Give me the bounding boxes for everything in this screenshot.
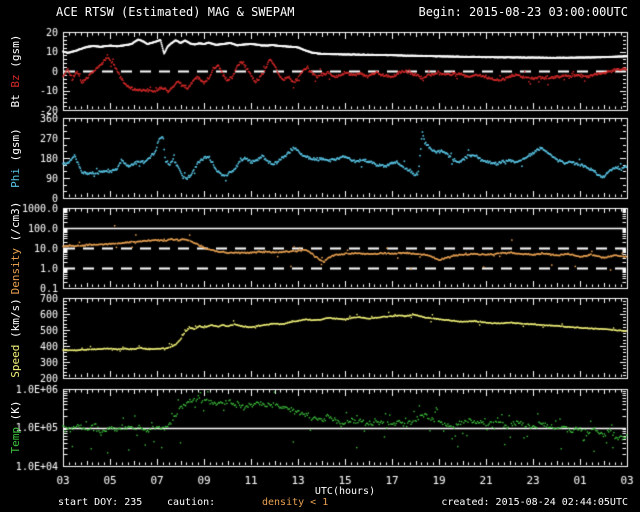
mag-unit-label: (gsm)	[9, 34, 22, 75]
x-axis-label: UTC(hours)	[314, 486, 376, 497]
density-warning-text: density < 1	[262, 497, 329, 508]
page-title: ACE RTSW (Estimated) MAG & SWEPAM	[56, 5, 295, 19]
temp-unit-label: (K)	[9, 400, 22, 427]
start-doy-text: start DOY: 235	[58, 497, 143, 508]
density-unit-label: (/cm3)	[9, 201, 22, 248]
caution-text: caution:	[167, 497, 216, 508]
y-axis-label-temp: Temp (K)	[9, 342, 23, 512]
speed-unit-label: (km/s)	[9, 298, 22, 345]
temp-label: Temp	[9, 427, 22, 454]
phi-unit-label: (gsm)	[9, 128, 22, 168]
created-timestamp: created: 2015-08-24 02:44:05UTC	[441, 497, 628, 508]
begin-timestamp: Begin: 2015-08-23 03:00:00UTC	[418, 5, 628, 19]
